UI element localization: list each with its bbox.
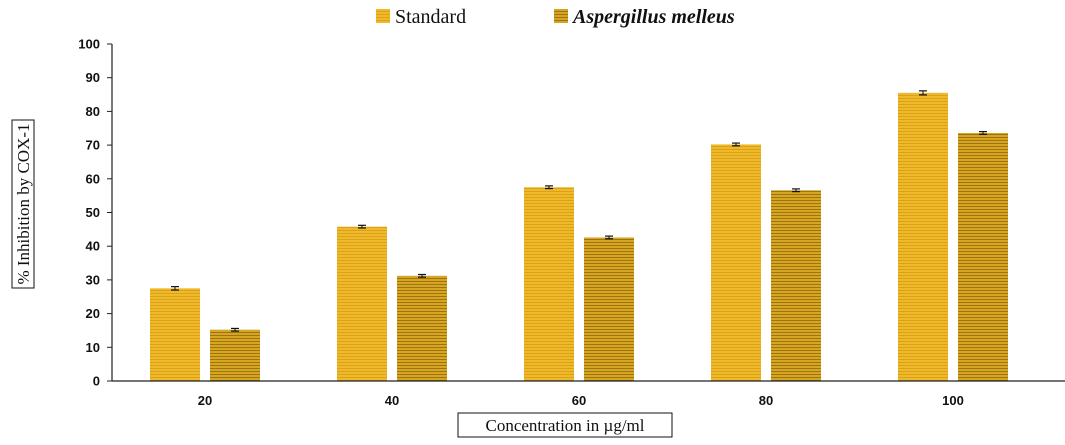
y-axis-label: % Inhibition by COX-1 xyxy=(14,123,33,284)
legend-swatch-aspergillus-melleus xyxy=(554,9,568,23)
legend-label-standard: Standard xyxy=(395,6,466,28)
y-axis-title: % Inhibition by COX-1 xyxy=(11,119,35,289)
legend: Standard Aspergillus melleus xyxy=(376,6,735,28)
y-tick-label: 100 xyxy=(78,37,100,52)
x-tick-label: 80 xyxy=(759,393,773,408)
y-tick-label: 80 xyxy=(86,104,100,119)
y-tick-label: 40 xyxy=(86,239,100,254)
y-tick-label: 90 xyxy=(86,70,100,85)
legend-label-aspergillus-melleus: Aspergillus melleus xyxy=(571,6,735,28)
y-tick-label: 30 xyxy=(86,272,100,287)
x-tick-label: 40 xyxy=(385,393,399,408)
bar-standard-20 xyxy=(150,288,200,381)
bar-standard-60 xyxy=(524,187,574,381)
bar-aspergillus-melleus-60 xyxy=(584,237,634,381)
legend-swatch-standard xyxy=(376,9,390,23)
x-axis: 20 40 60 80 100 xyxy=(112,380,1065,408)
bar-standard-100 xyxy=(898,92,948,382)
y-tick-label: 70 xyxy=(86,138,100,153)
y-axis-title-box xyxy=(11,119,35,289)
x-tick-label: 60 xyxy=(572,393,586,408)
y-axis: 0 10 20 30 40 50 60 70 80 90 100 xyxy=(78,37,113,389)
y-tick-label: 60 xyxy=(86,171,100,186)
bars-layer xyxy=(150,90,1008,382)
y-tick-label: 0 xyxy=(93,374,100,389)
bar-aspergillus-melleus-80 xyxy=(771,190,821,381)
bar-aspergillus-melleus-20 xyxy=(210,329,260,381)
x-axis-title-box xyxy=(457,412,673,438)
bar-standard-40 xyxy=(337,226,387,381)
y-tick-label: 20 xyxy=(86,306,100,321)
x-tick-label: 100 xyxy=(942,393,964,408)
bar-aspergillus-melleus-40 xyxy=(397,275,447,381)
bar-standard-80 xyxy=(711,144,761,381)
y-tick-label: 50 xyxy=(86,205,100,220)
y-tick-label: 10 xyxy=(86,340,100,355)
x-tick-label: 20 xyxy=(198,393,212,408)
x-axis-title: Concentration in µg/ml xyxy=(457,412,673,438)
x-axis-label: Concentration in µg/ml xyxy=(486,416,645,435)
bar-aspergillus-melleus-100 xyxy=(958,132,1008,381)
